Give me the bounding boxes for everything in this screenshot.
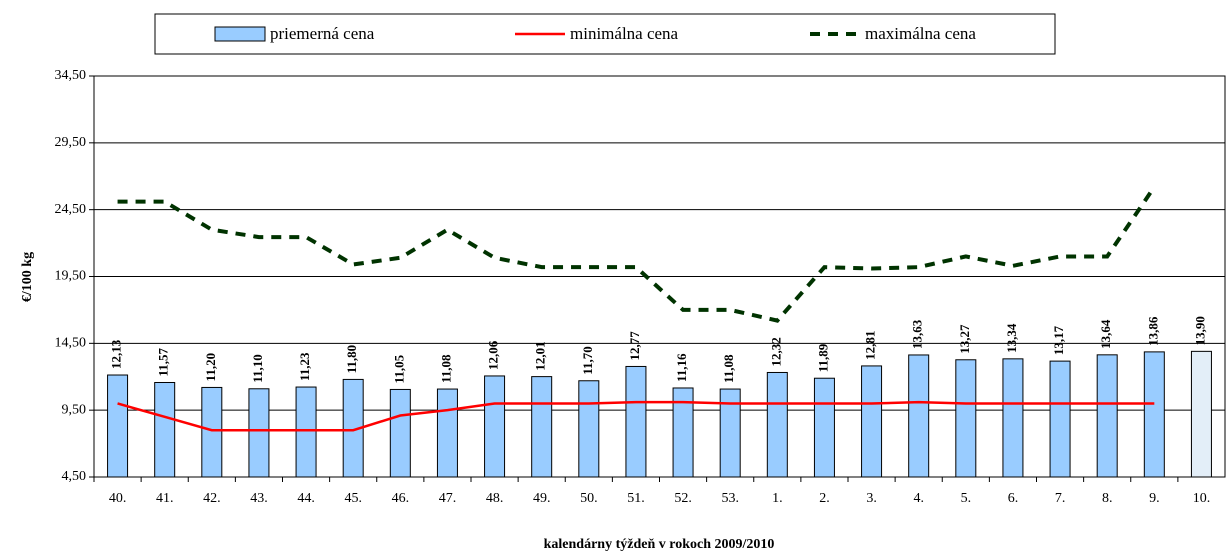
value-label: 12,32 bbox=[768, 337, 783, 366]
x-tick-label: 43. bbox=[250, 491, 268, 506]
bar bbox=[1190, 350, 1212, 478]
y-tick-label: 24,50 bbox=[55, 202, 87, 217]
x-tick-label: 40. bbox=[109, 491, 127, 506]
x-axis-title: kalendárny týždeň v rokoch 2009/2010 bbox=[544, 537, 775, 552]
value-label: 12,13 bbox=[109, 339, 124, 369]
bar bbox=[908, 354, 930, 478]
bar bbox=[248, 388, 270, 478]
value-label: 11,89 bbox=[815, 343, 830, 372]
legend-box bbox=[154, 13, 1056, 55]
bar bbox=[766, 371, 788, 478]
bar bbox=[955, 359, 977, 478]
bar bbox=[672, 387, 694, 478]
line-series bbox=[117, 400, 1155, 432]
bar bbox=[436, 388, 458, 478]
x-tick-label: 2. bbox=[819, 491, 830, 506]
value-label: 13,17 bbox=[1051, 325, 1066, 355]
x-tick-label: 7. bbox=[1055, 491, 1066, 506]
value-label: 13,86 bbox=[1145, 316, 1160, 346]
value-label: 11,16 bbox=[674, 353, 689, 382]
y-tick-label: 34,50 bbox=[55, 68, 87, 83]
legend-label: minimálna cena bbox=[570, 24, 679, 43]
x-tick-label: 45. bbox=[344, 491, 362, 506]
value-label: 11,05 bbox=[391, 354, 406, 383]
value-label: 12,81 bbox=[863, 331, 878, 360]
bar bbox=[154, 381, 176, 478]
x-tick-label: 6. bbox=[1008, 491, 1019, 506]
value-label: 13,27 bbox=[957, 324, 972, 354]
value-label: 11,23 bbox=[297, 352, 312, 381]
bar bbox=[389, 388, 411, 478]
bar bbox=[719, 388, 741, 478]
bar bbox=[861, 365, 883, 478]
x-tick-label: 9. bbox=[1149, 491, 1160, 506]
y-tick-label: 14,50 bbox=[55, 336, 87, 351]
value-label: 11,80 bbox=[344, 345, 359, 374]
bar bbox=[295, 386, 317, 478]
bar bbox=[1096, 354, 1118, 478]
value-label: 12,01 bbox=[533, 341, 548, 370]
bar bbox=[484, 375, 506, 478]
value-label: 12,77 bbox=[627, 331, 642, 361]
bar bbox=[813, 377, 835, 478]
value-label: 11,08 bbox=[438, 354, 453, 383]
value-label: 13,90 bbox=[1192, 316, 1207, 345]
x-tick-label: 49. bbox=[533, 491, 551, 506]
bar bbox=[531, 376, 553, 478]
bar bbox=[1143, 351, 1165, 478]
value-label: 11,70 bbox=[580, 346, 595, 375]
value-label: 11,20 bbox=[203, 353, 218, 382]
value-label: 13,63 bbox=[910, 319, 925, 349]
x-tick-label: 53. bbox=[721, 491, 739, 506]
bar bbox=[1002, 358, 1024, 478]
x-tick-label: 46. bbox=[392, 491, 410, 506]
bar bbox=[578, 380, 600, 478]
x-tick-label: 1. bbox=[772, 491, 783, 506]
y-axis-title: €/100 kg bbox=[20, 252, 35, 302]
legend-label: priemerná cena bbox=[270, 24, 375, 43]
x-tick-label: 5. bbox=[961, 491, 972, 506]
x-tick-label: 44. bbox=[297, 491, 315, 506]
value-label: 12,06 bbox=[486, 340, 501, 370]
y-tick-label: 9,50 bbox=[62, 402, 87, 417]
legend-label: maximálna cena bbox=[865, 24, 976, 43]
x-tick-label: 52. bbox=[674, 491, 692, 506]
x-tick-label: 50. bbox=[580, 491, 598, 506]
value-label: 11,10 bbox=[250, 354, 265, 383]
x-tick-label: 47. bbox=[439, 491, 457, 506]
value-label: 13,34 bbox=[1004, 323, 1019, 353]
legend-swatch bbox=[214, 26, 266, 42]
bar bbox=[201, 386, 223, 478]
x-tick-label: 3. bbox=[866, 491, 877, 506]
bar bbox=[1049, 360, 1071, 478]
value-label: 13,64 bbox=[1098, 319, 1113, 349]
x-tick-label: 42. bbox=[203, 491, 221, 506]
bar bbox=[625, 365, 647, 478]
value-label: 11,08 bbox=[721, 354, 736, 383]
x-tick-label: 51. bbox=[627, 491, 645, 506]
y-tick-label: 4,50 bbox=[62, 469, 87, 484]
x-tick-label: 48. bbox=[486, 491, 504, 506]
value-label: 11,57 bbox=[156, 347, 171, 376]
x-tick-label: 41. bbox=[156, 491, 174, 506]
x-tick-label: 4. bbox=[913, 491, 924, 506]
y-tick-label: 29,50 bbox=[55, 135, 87, 150]
line-series bbox=[117, 185, 1156, 323]
x-tick-label: 8. bbox=[1102, 491, 1113, 506]
bar bbox=[107, 374, 129, 478]
x-tick-label: 10. bbox=[1193, 491, 1211, 506]
y-tick-label: 19,50 bbox=[55, 269, 87, 284]
